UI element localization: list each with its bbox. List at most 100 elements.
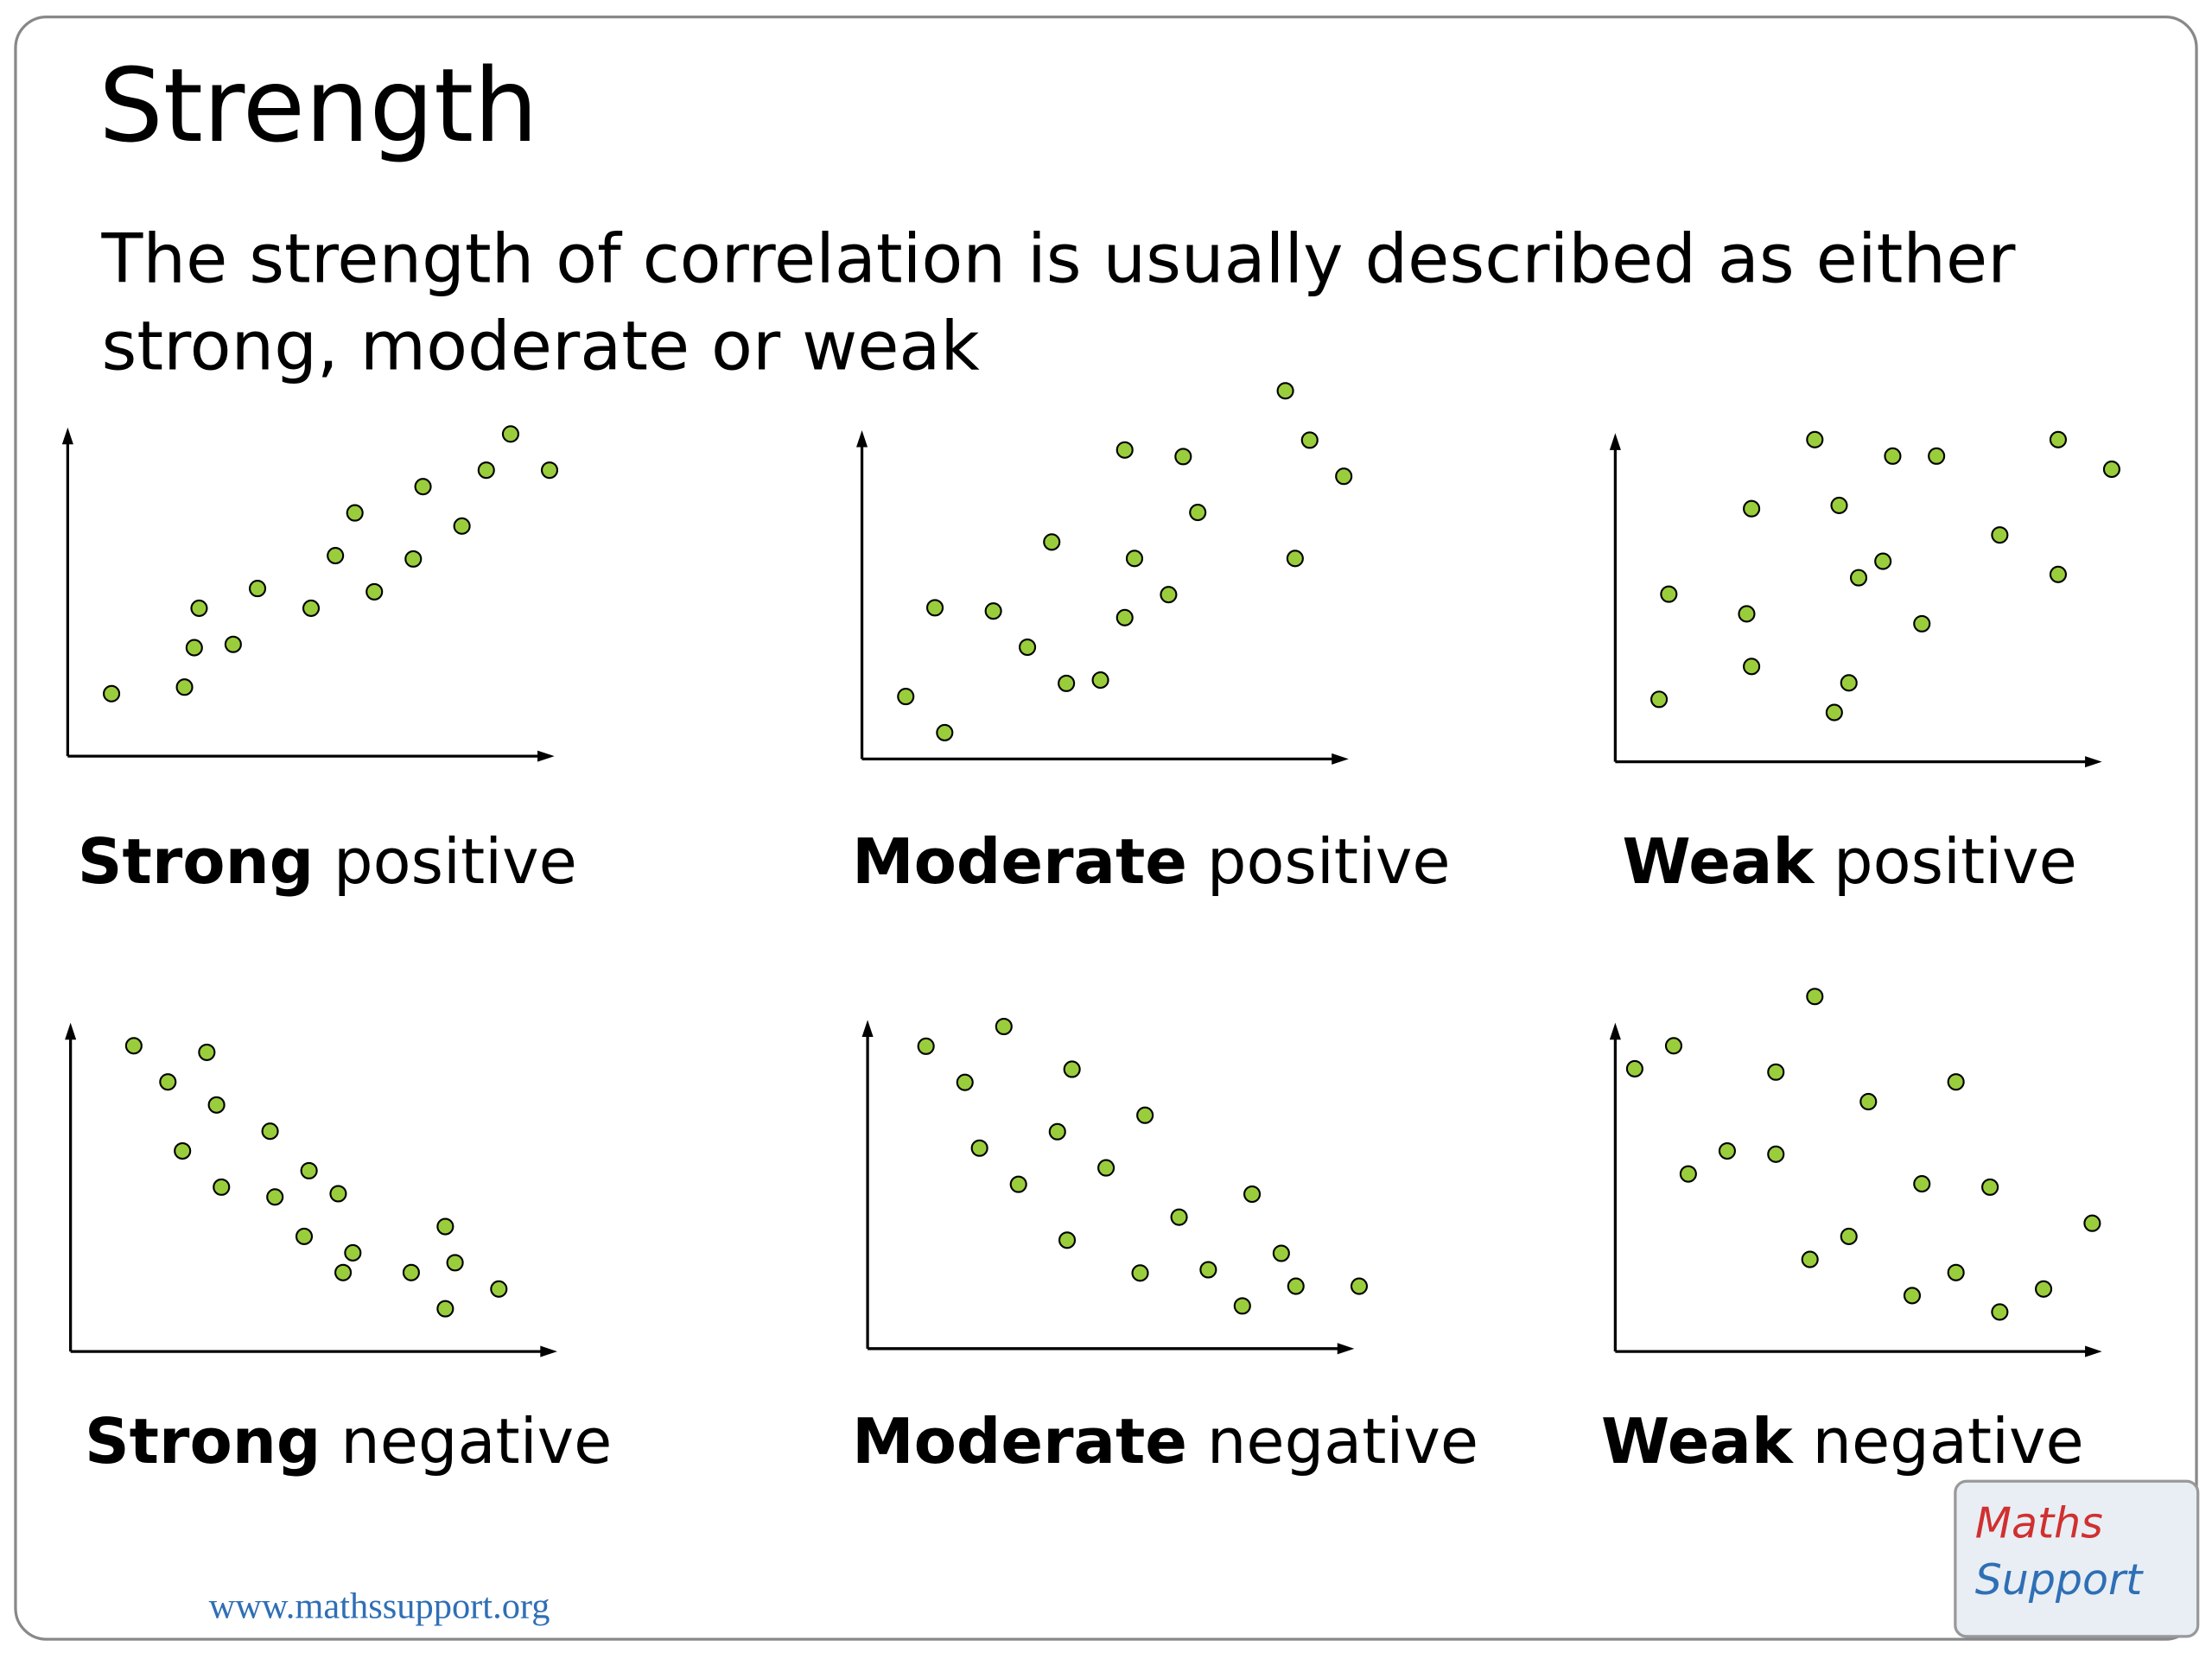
data-point <box>1097 1159 1116 1177</box>
data-point <box>1116 441 1134 459</box>
data-point <box>1767 1063 1785 1081</box>
direction-word: negative <box>1813 1405 2084 1478</box>
data-point <box>1928 447 1946 465</box>
scatter-plot: Strong positive <box>61 425 577 898</box>
data-point <box>1131 1264 1149 1282</box>
data-point <box>917 1037 935 1055</box>
data-point <box>159 1073 177 1091</box>
data-point <box>2035 1280 2053 1298</box>
logo-text: Support <box>1975 1555 2144 1605</box>
footer-url[interactable]: www.mathssupport.org <box>209 1586 550 1627</box>
plot-label: Weak positive <box>1623 825 2077 898</box>
x-axis-arrow <box>1337 1343 1355 1355</box>
data-point <box>213 1178 231 1196</box>
plot-label: Moderate positive <box>852 825 1451 898</box>
data-point <box>1286 550 1304 568</box>
plot-label: Weak negative <box>1601 1405 2084 1478</box>
data-point <box>970 1139 988 1157</box>
data-point <box>1840 674 1858 692</box>
data-point <box>2049 430 2067 448</box>
data-point <box>436 1300 454 1318</box>
data-point <box>2102 461 2120 479</box>
data-point <box>501 425 519 443</box>
data-point <box>1116 608 1134 626</box>
data-point <box>198 1043 216 1061</box>
data-point <box>1981 1178 1999 1196</box>
scatter-plot: Weak positive <box>1609 430 2120 898</box>
data-point <box>175 678 194 696</box>
data-point <box>1806 430 1824 448</box>
data-point <box>295 1227 314 1245</box>
x-axis-arrow <box>540 1345 557 1357</box>
data-point <box>124 1037 143 1055</box>
data-point <box>1947 1263 1965 1281</box>
y-axis-arrow <box>861 1020 874 1037</box>
x-axis-arrow <box>2085 756 2102 768</box>
data-point <box>344 1243 362 1262</box>
data-point <box>334 1263 353 1281</box>
data-point <box>414 478 432 496</box>
y-axis-arrow <box>856 429 868 448</box>
data-point <box>302 599 321 617</box>
data-point <box>1199 1261 1217 1279</box>
slide-border <box>14 15 2198 1641</box>
data-point <box>1048 1122 1066 1141</box>
data-point <box>190 599 208 617</box>
data-point <box>490 1280 508 1298</box>
data-point <box>1884 447 1902 465</box>
direction-word: positive <box>334 825 577 898</box>
data-point <box>329 1185 347 1203</box>
data-point <box>1058 674 1076 692</box>
data-point <box>956 1073 974 1091</box>
scatter-plot: Moderate positive <box>852 382 1451 898</box>
y-axis-arrow <box>1609 433 1621 450</box>
data-point <box>365 582 384 601</box>
data-point <box>1830 496 1848 514</box>
data-point <box>1859 1092 1878 1111</box>
data-point <box>1650 690 1669 709</box>
plot-label: Strong positive <box>78 825 577 898</box>
data-point <box>436 1217 454 1236</box>
data-point <box>1913 614 1931 632</box>
logo: Maths Support <box>1954 1479 2200 1638</box>
strength-word: Strong <box>78 825 314 898</box>
data-point <box>1825 703 1843 721</box>
data-point <box>1840 1227 1858 1245</box>
data-point <box>1664 1037 1683 1055</box>
data-point <box>404 550 423 568</box>
y-axis-arrow <box>65 1022 77 1040</box>
data-point <box>2049 565 2067 583</box>
data-point <box>1903 1287 1922 1305</box>
data-point <box>453 517 471 535</box>
scatter-plot: Moderate negative <box>852 1017 1478 1478</box>
data-point <box>1091 671 1109 690</box>
data-point <box>1287 1277 1305 1295</box>
data-point <box>1272 1244 1290 1262</box>
logo-text: Maths <box>1975 1499 2103 1548</box>
data-point <box>1801 1250 1819 1268</box>
data-point <box>1991 526 2009 544</box>
data-point <box>261 1122 279 1141</box>
data-point <box>174 1141 192 1160</box>
data-point <box>540 461 559 480</box>
data-point <box>1300 431 1319 449</box>
data-point <box>1136 1106 1154 1124</box>
data-point <box>1743 658 1761 676</box>
description-line: strong, moderate or weak <box>102 308 981 386</box>
plot-label: Moderate negative <box>852 1405 1478 1478</box>
direction-word: negative <box>340 1405 612 1478</box>
data-point <box>1718 1141 1736 1160</box>
y-axis-arrow <box>61 427 73 445</box>
data-point <box>1738 605 1756 623</box>
data-point <box>402 1263 420 1281</box>
data-point <box>300 1161 318 1179</box>
plot-label: Strong negative <box>85 1405 612 1478</box>
data-point <box>266 1188 284 1206</box>
data-point <box>1660 585 1678 603</box>
data-point <box>1849 569 1868 587</box>
data-point <box>1335 467 1353 486</box>
data-point <box>249 580 267 598</box>
data-point <box>185 639 203 657</box>
data-point <box>1243 1185 1262 1204</box>
